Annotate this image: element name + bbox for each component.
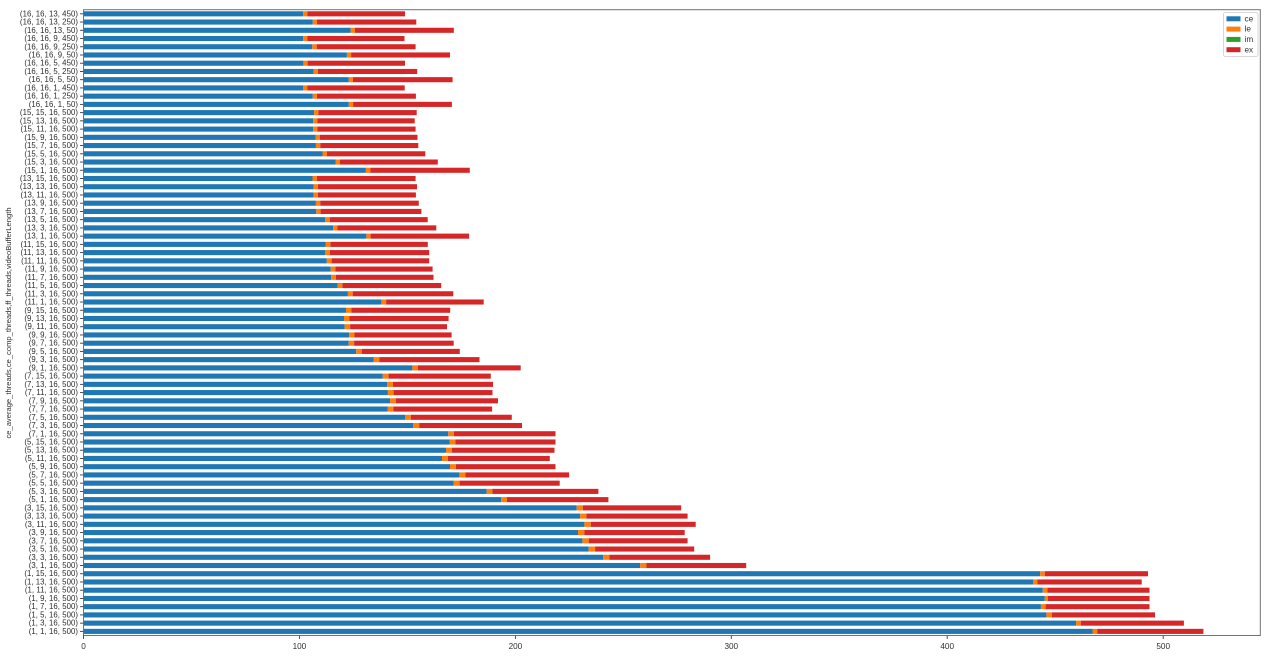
svg-text:ce: ce <box>1245 14 1254 23</box>
svg-text:(11, 5, 16, 500): (11, 5, 16, 500) <box>25 281 78 290</box>
svg-text:(16, 16, 1, 250): (16, 16, 1, 250) <box>24 92 78 101</box>
svg-text:(7, 3, 16, 500): (7, 3, 16, 500) <box>29 421 79 430</box>
svg-text:(13, 15, 16, 500): (13, 15, 16, 500) <box>20 174 78 183</box>
svg-text:(15, 1, 16, 500): (15, 1, 16, 500) <box>24 166 78 175</box>
svg-text:(16, 16, 9, 50): (16, 16, 9, 50) <box>29 50 79 59</box>
svg-text:(16, 16, 5, 250): (16, 16, 5, 250) <box>24 67 78 76</box>
svg-text:(3, 13, 16, 500): (3, 13, 16, 500) <box>24 512 78 521</box>
svg-text:(5, 15, 16, 500): (5, 15, 16, 500) <box>24 438 78 447</box>
svg-text:400: 400 <box>940 642 954 651</box>
svg-text:(11, 1, 16, 500): (11, 1, 16, 500) <box>25 298 78 307</box>
svg-text:(1, 15, 16, 500): (1, 15, 16, 500) <box>24 569 78 578</box>
svg-text:(5, 11, 16, 500): (5, 11, 16, 500) <box>25 454 78 463</box>
svg-text:(3, 3, 16, 500): (3, 3, 16, 500) <box>29 553 79 562</box>
svg-text:(3, 11, 16, 500): (3, 11, 16, 500) <box>25 520 78 529</box>
svg-text:(16, 16, 1, 450): (16, 16, 1, 450) <box>24 83 78 92</box>
svg-text:(16, 16, 9, 250): (16, 16, 9, 250) <box>24 42 78 51</box>
svg-text:(5, 7, 16, 500): (5, 7, 16, 500) <box>29 470 79 479</box>
svg-text:300: 300 <box>724 642 738 651</box>
svg-text:(9, 3, 16, 500): (9, 3, 16, 500) <box>29 355 79 364</box>
svg-text:(5, 1, 16, 500): (5, 1, 16, 500) <box>29 495 79 504</box>
svg-text:(7, 15, 16, 500): (7, 15, 16, 500) <box>24 372 78 381</box>
svg-text:(5, 13, 16, 500): (5, 13, 16, 500) <box>24 446 78 455</box>
svg-text:(16, 16, 13, 250): (16, 16, 13, 250) <box>20 18 78 27</box>
svg-text:(7, 13, 16, 500): (7, 13, 16, 500) <box>24 380 78 389</box>
svg-text:(1, 7, 16, 500): (1, 7, 16, 500) <box>29 602 79 611</box>
svg-text:(9, 1, 16, 500): (9, 1, 16, 500) <box>29 363 79 372</box>
svg-text:(13, 13, 16, 500): (13, 13, 16, 500) <box>20 182 78 191</box>
svg-text:(11, 3, 16, 500): (11, 3, 16, 500) <box>25 289 78 298</box>
svg-text:(1, 5, 16, 500): (1, 5, 16, 500) <box>29 610 79 619</box>
svg-text:(15, 11, 16, 500): (15, 11, 16, 500) <box>21 125 79 134</box>
svg-text:(3, 5, 16, 500): (3, 5, 16, 500) <box>29 545 79 554</box>
svg-text:(3, 7, 16, 500): (3, 7, 16, 500) <box>29 536 79 545</box>
svg-text:(13, 3, 16, 500): (13, 3, 16, 500) <box>24 223 78 232</box>
svg-text:(15, 13, 16, 500): (15, 13, 16, 500) <box>20 116 78 125</box>
svg-text:(16, 16, 13, 450): (16, 16, 13, 450) <box>20 9 78 18</box>
svg-text:ce_average_threads,ce_comp_thr: ce_average_threads,ce_comp_threads,ff_th… <box>4 207 13 438</box>
svg-text:(11, 15, 16, 500): (11, 15, 16, 500) <box>21 240 79 249</box>
svg-text:(9, 13, 16, 500): (9, 13, 16, 500) <box>24 314 78 323</box>
svg-text:(16, 16, 9, 450): (16, 16, 9, 450) <box>24 34 78 43</box>
svg-text:(13, 5, 16, 500): (13, 5, 16, 500) <box>24 215 78 224</box>
svg-text:(3, 15, 16, 500): (3, 15, 16, 500) <box>24 503 78 512</box>
svg-text:(16, 16, 5, 450): (16, 16, 5, 450) <box>24 59 78 68</box>
svg-text:(1, 13, 16, 500): (1, 13, 16, 500) <box>24 577 78 586</box>
svg-text:(16, 16, 13, 50): (16, 16, 13, 50) <box>24 26 78 35</box>
svg-text:(9, 11, 16, 500): (9, 11, 16, 500) <box>25 322 78 331</box>
svg-text:(13, 1, 16, 500): (13, 1, 16, 500) <box>24 232 78 241</box>
svg-text:(15, 9, 16, 500): (15, 9, 16, 500) <box>24 133 78 142</box>
svg-text:(15, 15, 16, 500): (15, 15, 16, 500) <box>20 108 78 117</box>
svg-text:(11, 11, 16, 500): (11, 11, 16, 500) <box>21 256 78 265</box>
svg-text:(1, 1, 16, 500): (1, 1, 16, 500) <box>29 627 79 636</box>
svg-text:(15, 5, 16, 500): (15, 5, 16, 500) <box>24 149 78 158</box>
svg-text:(3, 9, 16, 500): (3, 9, 16, 500) <box>29 528 79 537</box>
svg-text:(5, 3, 16, 500): (5, 3, 16, 500) <box>29 487 79 496</box>
svg-text:(9, 9, 16, 500): (9, 9, 16, 500) <box>29 330 79 339</box>
svg-text:ex: ex <box>1245 45 1254 54</box>
svg-text:(7, 1, 16, 500): (7, 1, 16, 500) <box>29 429 79 438</box>
svg-text:(7, 9, 16, 500): (7, 9, 16, 500) <box>29 396 79 405</box>
svg-text:(3, 1, 16, 500): (3, 1, 16, 500) <box>29 561 79 570</box>
svg-text:(9, 15, 16, 500): (9, 15, 16, 500) <box>24 306 78 315</box>
svg-text:(16, 16, 5, 50): (16, 16, 5, 50) <box>29 75 79 84</box>
svg-text:(1, 11, 16, 500): (1, 11, 16, 500) <box>25 586 78 595</box>
svg-text:(9, 5, 16, 500): (9, 5, 16, 500) <box>29 347 79 356</box>
svg-text:le: le <box>1245 25 1252 34</box>
svg-text:200: 200 <box>509 642 523 651</box>
svg-text:500: 500 <box>1156 642 1170 651</box>
svg-text:(1, 3, 16, 500): (1, 3, 16, 500) <box>29 619 79 628</box>
svg-text:(16, 16, 1, 50): (16, 16, 1, 50) <box>29 100 79 109</box>
svg-text:(7, 7, 16, 500): (7, 7, 16, 500) <box>29 405 79 414</box>
svg-text:0: 0 <box>81 642 86 651</box>
svg-text:(11, 13, 16, 500): (11, 13, 16, 500) <box>21 248 79 257</box>
svg-text:(11, 9, 16, 500): (11, 9, 16, 500) <box>25 265 78 274</box>
svg-text:(13, 11, 16, 500): (13, 11, 16, 500) <box>21 190 79 199</box>
svg-text:(13, 7, 16, 500): (13, 7, 16, 500) <box>24 207 78 216</box>
svg-text:100: 100 <box>293 642 307 651</box>
svg-text:(15, 3, 16, 500): (15, 3, 16, 500) <box>24 158 78 167</box>
svg-text:(9, 7, 16, 500): (9, 7, 16, 500) <box>29 339 79 348</box>
svg-text:(7, 11, 16, 500): (7, 11, 16, 500) <box>25 388 78 397</box>
svg-text:(5, 5, 16, 500): (5, 5, 16, 500) <box>29 479 79 488</box>
svg-text:(1, 9, 16, 500): (1, 9, 16, 500) <box>29 594 79 603</box>
svg-text:(7, 5, 16, 500): (7, 5, 16, 500) <box>29 413 79 422</box>
svg-text:(11, 7, 16, 500): (11, 7, 16, 500) <box>25 273 78 282</box>
svg-text:(5, 9, 16, 500): (5, 9, 16, 500) <box>29 462 79 471</box>
svg-text:im: im <box>1245 35 1254 44</box>
svg-text:(15, 7, 16, 500): (15, 7, 16, 500) <box>24 141 78 150</box>
svg-text:(13, 9, 16, 500): (13, 9, 16, 500) <box>24 199 78 208</box>
